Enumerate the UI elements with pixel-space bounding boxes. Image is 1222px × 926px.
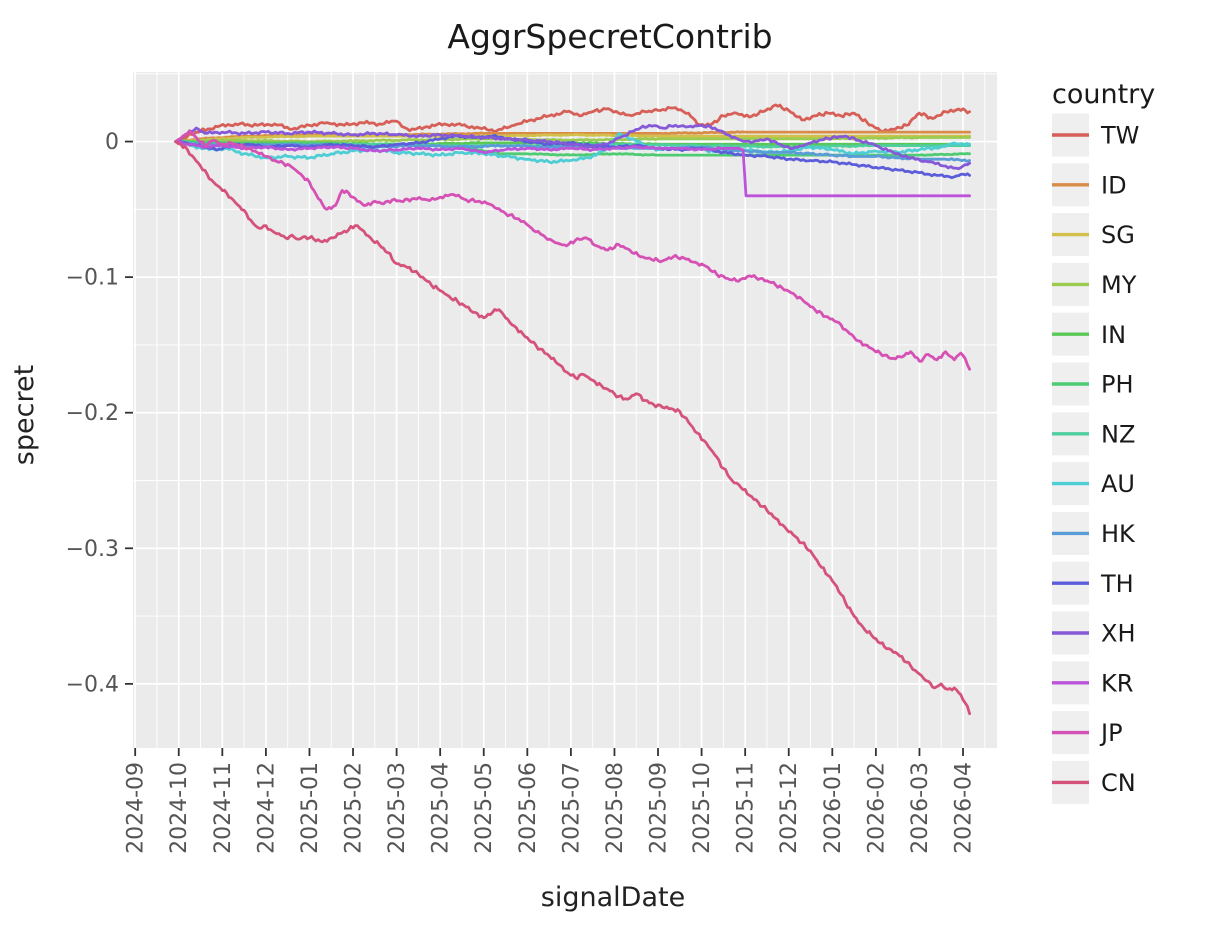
x-tick-label: 2025-02 [342,762,367,854]
y-tick-label: −0.4 [66,672,119,697]
legend-entry-SG: SG [1052,213,1135,257]
legend-title: country [1052,79,1155,110]
x-axis-label: signalDate [541,882,685,913]
legend-entry-ID: ID [1052,163,1127,207]
legend-entry-CN: CN [1052,760,1136,804]
x-tick-label: 2025-04 [429,762,454,854]
x-tick-label: 2026-01 [821,762,846,854]
legend-entry-PH: PH [1052,362,1134,406]
legend-entry-TW: TW [1052,113,1139,157]
legend-label: AU [1101,470,1135,498]
y-axis-label: specret [9,365,40,465]
legend-entry-JP: JP [1052,711,1123,755]
y-tick-label: −0.1 [66,266,119,291]
legend-entry-KR: KR [1052,661,1133,705]
legend-label: HK [1101,520,1136,548]
legend-entry-HK: HK [1052,511,1136,555]
y-tick-label: 0 [105,130,119,155]
plot-panel [133,72,997,748]
legend-entry-NZ: NZ [1052,412,1135,456]
legend-entry-MY: MY [1052,262,1137,306]
y-tick-label: −0.2 [66,401,119,426]
x-tick-label: 2026-03 [908,762,933,854]
legend-label: ID [1101,171,1127,199]
series-line-AU [174,131,971,165]
x-tick-label: 2025-10 [690,762,715,854]
series-line-TW [174,103,971,144]
legend-label: TW [1100,122,1139,150]
legend-label: TH [1100,570,1134,598]
series-line-XH [174,123,971,171]
x-tick-label: 2026-02 [864,762,889,854]
legend-label: NZ [1101,420,1135,448]
series-line-JP [174,129,971,371]
x-tick-label: 2025-09 [647,762,672,854]
series-line-CN [174,140,971,716]
legend-label: MY [1101,271,1137,299]
legend-entry-AU: AU [1052,462,1135,506]
x-tick-label: 2025-12 [777,762,802,854]
x-tick-label: 2025-07 [559,762,584,854]
legend-label: JP [1099,719,1123,747]
axes: 2024-09 2024-10 2024-11 2024-12 2025-01 2025-… [66,130,977,854]
legend-label: PH [1101,371,1134,399]
series-lines [174,103,971,716]
legend-label: XH [1101,620,1136,648]
legend: TW ID SG MY IN PH NZ AU HK TH XH KR JP CN [1052,113,1139,804]
x-tick-label: 2025-03 [385,762,410,854]
x-tick-label: 2025-06 [516,762,541,854]
x-tick-label: 2025-05 [472,762,497,854]
x-tick-label: 2025-08 [603,762,628,854]
x-tick-label: 2024-12 [254,762,279,854]
legend-entry-IN: IN [1052,312,1126,356]
legend-label: IN [1101,321,1126,349]
x-tick-label: 2024-10 [167,762,192,854]
legend-label: CN [1101,769,1136,797]
x-tick-label: 2025-11 [734,762,759,854]
y-tick-label: −0.3 [66,537,119,562]
legend-label: KR [1101,669,1133,697]
x-tick-label: 2025-01 [298,762,323,854]
series-line-KR [174,140,971,198]
x-tick-label: 2026-04 [951,762,976,854]
legend-entry-XH: XH [1052,611,1136,655]
x-tick-label: 2024-09 [124,762,149,854]
chart-title: AggrSpecretContrib [447,17,772,56]
legend-entry-TH: TH [1052,561,1134,605]
legend-label: SG [1101,221,1135,249]
x-tick-label: 2024-11 [211,762,236,854]
